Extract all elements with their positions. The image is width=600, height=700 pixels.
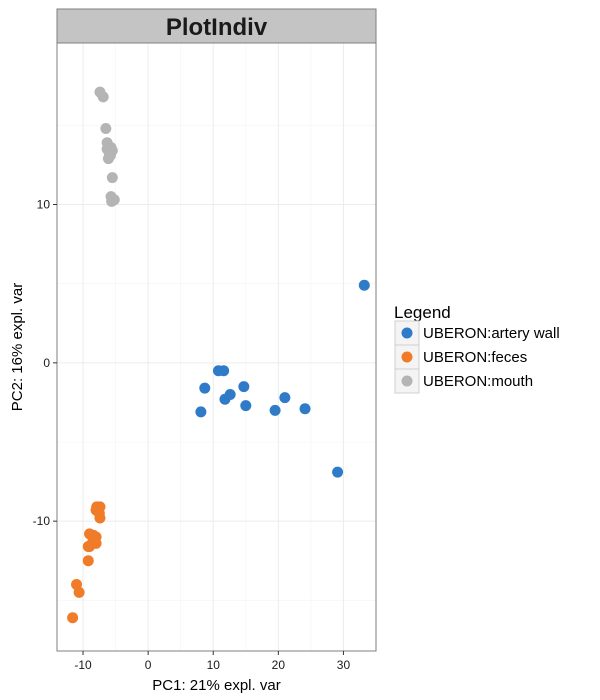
y-axis-title: PC2: 16% expl. var (9, 283, 26, 411)
scatter-point (67, 612, 79, 624)
x-axis-title: PC1: 21% expl. var (152, 677, 280, 694)
scatter-point (299, 403, 311, 415)
x-tick-label: 20 (272, 658, 286, 672)
scatter-point (238, 381, 250, 393)
scatter-point (82, 555, 94, 567)
y-tick-label: -10 (33, 514, 51, 528)
facet-strip-background (56, 8, 377, 44)
legend-key-dot (401, 327, 413, 339)
panel-background (57, 43, 376, 651)
y-axis: -10 0 10 (33, 198, 57, 528)
y-tick-label: 0 (43, 356, 50, 370)
x-axis: -10 0 10 20 30 (74, 651, 350, 672)
y-tick-label: 10 (37, 198, 51, 212)
legend-label: UBERON:artery wall (423, 325, 560, 342)
scatter-point (84, 541, 96, 552)
scatter-point (269, 404, 281, 416)
scatter-point (219, 393, 231, 405)
scatter-point (240, 400, 252, 412)
x-tick-label: 30 (337, 658, 351, 672)
scatter-point (212, 365, 224, 377)
scatter-point (106, 195, 118, 207)
scatter-point (332, 466, 344, 478)
legend-key-dot (401, 351, 413, 363)
scatter-point (358, 279, 370, 291)
scatter-point (195, 406, 207, 418)
scatter-point (106, 172, 118, 184)
x-tick-label: 0 (145, 658, 152, 672)
scatter-point (279, 392, 291, 404)
chart-title: PlotIndiv (166, 14, 268, 41)
legend-label: UBERON:mouth (423, 373, 533, 390)
data-points (67, 86, 370, 624)
x-tick-label: -10 (74, 658, 92, 672)
scatter-point (199, 382, 211, 394)
legend: Legend UBERON:artery wall UBERON:feces UBE… (394, 303, 560, 394)
legend-title: Legend (394, 303, 451, 322)
x-tick-label: 10 (207, 658, 221, 672)
scatter-point (73, 586, 85, 598)
scatter-point (97, 91, 109, 103)
scatter-point (102, 153, 114, 165)
scatter-point (100, 123, 112, 134)
facet-strip: PlotIndiv (56, 8, 377, 44)
plot-panel (56, 42, 377, 652)
legend-key-dot (401, 375, 413, 387)
scatter-point (94, 512, 106, 524)
legend-label: UBERON:feces (423, 349, 527, 366)
